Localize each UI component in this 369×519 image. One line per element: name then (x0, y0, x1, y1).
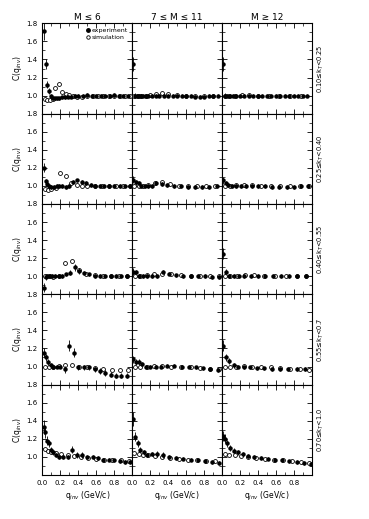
Text: 0.70≤k$_{T}$<1.0: 0.70≤k$_{T}$<1.0 (315, 407, 325, 452)
Text: 0.40≤k$_{T}$<0.55: 0.40≤k$_{T}$<0.55 (315, 225, 325, 274)
X-axis label: q$_{inv}$ (GeV/c): q$_{inv}$ (GeV/c) (65, 488, 110, 501)
X-axis label: q$_{inv}$ (GeV/c): q$_{inv}$ (GeV/c) (244, 488, 290, 501)
X-axis label: q$_{inv}$ (GeV/c): q$_{inv}$ (GeV/c) (154, 488, 200, 501)
Text: 0.25≤k$_{T}$<0.40: 0.25≤k$_{T}$<0.40 (315, 134, 325, 183)
Y-axis label: C(q$_{inv}$): C(q$_{inv}$) (11, 56, 24, 81)
Text: 0.55≤k$_{T}$<0.7: 0.55≤k$_{T}$<0.7 (315, 317, 325, 362)
Title: M ≥ 12: M ≥ 12 (251, 13, 283, 22)
Y-axis label: C(q$_{inv}$): C(q$_{inv}$) (11, 236, 24, 262)
Text: 0.10≤k$_{T}$<0.25: 0.10≤k$_{T}$<0.25 (315, 44, 325, 93)
Y-axis label: C(q$_{inv}$): C(q$_{inv}$) (11, 417, 24, 443)
Title: M ≤ 6: M ≤ 6 (74, 13, 101, 22)
Y-axis label: C(q$_{inv}$): C(q$_{inv}$) (11, 146, 24, 172)
Y-axis label: C(q$_{inv}$): C(q$_{inv}$) (11, 326, 24, 352)
Legend: experiment, simulation: experiment, simulation (85, 26, 129, 42)
Title: 7 ≤ M ≤ 11: 7 ≤ M ≤ 11 (151, 13, 203, 22)
